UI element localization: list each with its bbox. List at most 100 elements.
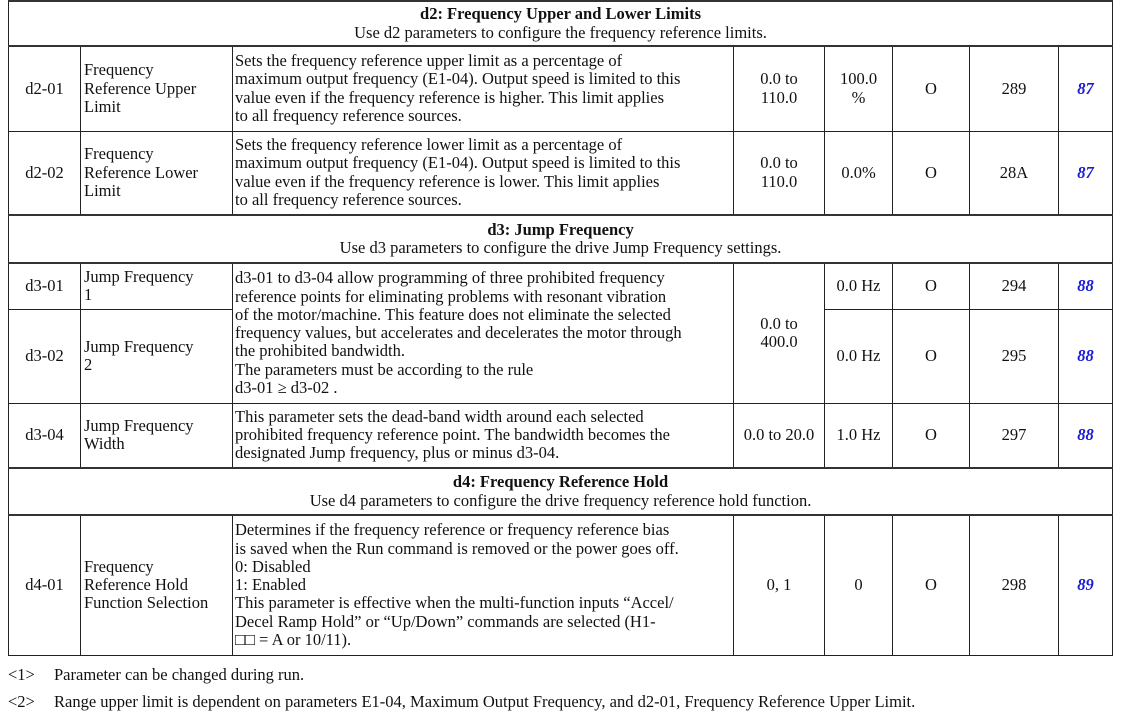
- parameter-description: Sets the frequency reference lower limit…: [232, 130, 734, 216]
- parameter-description: d3-01 to d3-04 allow programming of thre…: [232, 262, 734, 404]
- default-line: 100.0: [839, 69, 878, 89]
- table-row: d2-01 Frequency Reference Upper Limit Sets t…: [8, 45, 1114, 132]
- change-during-run: O: [892, 402, 970, 469]
- description-line: of the motor/machine. This feature does …: [235, 304, 671, 324]
- parameter-name: Frequency Reference Lower Limit: [80, 130, 233, 216]
- page-cell: 89: [1057, 514, 1114, 656]
- parameter-name: Frequency Reference Upper Limit: [80, 45, 233, 132]
- description-line: Sets the frequency reference upper limit…: [235, 51, 623, 71]
- name-line: Jump Frequency: [84, 415, 194, 435]
- section-header: d3: Jump Frequency Use d3 parameters to c…: [7, 214, 1114, 264]
- parameter-description: Determines if the frequency reference or…: [232, 514, 734, 656]
- page-link[interactable]: 88: [1077, 425, 1094, 445]
- page-cell: 88: [1057, 262, 1114, 310]
- description-line: Decel Ramp Hold” or “Up/Down” commands a…: [235, 611, 656, 631]
- page-link[interactable]: 87: [1077, 162, 1094, 182]
- setting-range: 0.0 to 20.0: [733, 402, 825, 469]
- footnote-tag: <1>: [8, 665, 35, 684]
- table-row: d3-04 Jump Frequency Width This parameter s…: [8, 402, 1114, 469]
- modbus-address: 28A: [969, 130, 1059, 216]
- footnote-text: Parameter can be changed during run.: [54, 665, 305, 684]
- section-header-cell: d2: Frequency Upper and Lower Limits Use …: [7, 0, 1114, 47]
- name-line: Reference Upper: [84, 78, 197, 98]
- parameter-description: Sets the frequency reference upper limit…: [232, 45, 734, 132]
- name-line: Jump Frequency: [84, 266, 194, 286]
- table-row: d3-01 Jump Frequency 1 d3-01 to d3-04 allow…: [8, 262, 1114, 404]
- description-line: to all frequency reference sources.: [235, 106, 462, 126]
- default-line: 0.0%: [841, 162, 876, 182]
- name-line: Jump Frequency: [84, 336, 194, 356]
- change-during-run: O: [892, 262, 970, 310]
- setting-range: 0.0 to 110.0: [733, 45, 825, 132]
- name-line: Width: [84, 434, 125, 454]
- parameter-description: This parameter sets the dead-band width …: [232, 402, 734, 469]
- description-line: reference points for eliminating problem…: [235, 286, 667, 306]
- page-cell: 87: [1057, 130, 1114, 216]
- description-line: This parameter is effective when the mul…: [235, 593, 674, 613]
- parameter-table: d2: Frequency Upper and Lower Limits Use …: [7, 0, 1114, 656]
- default-value: 0: [824, 514, 893, 656]
- description-line: This parameter sets the dead-band width …: [235, 406, 644, 426]
- footnote-tag: <2>: [8, 692, 35, 711]
- section-title: d4: Frequency Reference Hold: [452, 472, 669, 492]
- parameter-number: d2-02: [8, 130, 81, 216]
- change-during-run: O: [892, 514, 970, 656]
- description-line: Sets the frequency reference lower limit…: [235, 135, 623, 155]
- parameter-number: d3-01: [8, 262, 81, 310]
- parameter-name: Jump Frequency 1: [80, 262, 233, 310]
- range-line: 0, 1: [766, 575, 792, 595]
- page-link[interactable]: 89: [1077, 575, 1094, 595]
- description-line: value even if the frequency reference is…: [235, 171, 660, 191]
- change-during-run: O: [892, 45, 970, 132]
- name-line: Limit: [84, 96, 121, 116]
- default-line: 0.0 Hz: [836, 345, 881, 365]
- footnote-1: <1> Parameter can be changed during run.: [8, 665, 304, 685]
- parameter-number: d4-01: [8, 514, 81, 656]
- parameter-number: d3-04: [8, 402, 81, 469]
- page-link[interactable]: 87: [1077, 78, 1094, 98]
- parameter-number: d2-01: [8, 45, 81, 132]
- section-header-cell: d3: Jump Frequency Use d3 parameters to c…: [7, 214, 1114, 264]
- section-header-cell: d4: Frequency Reference Hold Use d4 param…: [7, 467, 1114, 516]
- modbus-address: 298: [969, 514, 1059, 656]
- range-line: 400.0: [760, 332, 798, 352]
- range-line: 0.0 to: [760, 69, 798, 89]
- modbus-address: 294: [969, 262, 1059, 310]
- name-line: 1: [84, 285, 93, 305]
- default-value: 1.0 Hz: [824, 402, 893, 469]
- range-line: 0.0 to 20.0: [743, 425, 815, 445]
- table-row: d4-01 Frequency Reference Hold Function Sel…: [8, 514, 1114, 656]
- parameter-name: Frequency Reference Hold Function Selectio…: [80, 514, 233, 656]
- modbus-address: 297: [969, 402, 1059, 469]
- parameter-name: Jump Frequency Width: [80, 402, 233, 469]
- name-line: Limit: [84, 180, 121, 200]
- default-line: 0: [854, 575, 863, 595]
- default-line: 0.0 Hz: [836, 276, 881, 296]
- section-subtitle: Use d2 parameters to configure the frequ…: [354, 22, 767, 42]
- description-line: value even if the frequency reference is…: [235, 87, 664, 107]
- description-line: d3-01 ≥ d3-02 .: [235, 377, 338, 397]
- section-title: d2: Frequency Upper and Lower Limits: [420, 4, 701, 24]
- default-value: 0.0%: [824, 130, 893, 216]
- default-value: 0.0 Hz: [824, 308, 893, 404]
- modbus-address: 295: [969, 308, 1059, 404]
- name-line: Frequency: [84, 60, 154, 80]
- description-line: designated Jump frequency, plus or minus…: [235, 443, 560, 463]
- name-line: 2: [84, 355, 93, 374]
- page-link[interactable]: 88: [1077, 276, 1094, 296]
- page-link[interactable]: 88: [1077, 345, 1094, 365]
- page-cell: 87: [1057, 45, 1114, 132]
- section-header: d4: Frequency Reference Hold Use d4 param…: [7, 467, 1114, 516]
- description-line: Determines if the frequency reference or…: [235, 520, 670, 540]
- range-line: 110.0: [760, 171, 798, 191]
- setting-range: 0, 1: [733, 514, 825, 656]
- page-cell: 88: [1057, 308, 1114, 404]
- table-row: d2-02 Frequency Reference Lower Limit Sets t…: [8, 130, 1114, 216]
- description-line: to all frequency reference sources.: [235, 190, 462, 210]
- range-line: 110.0: [760, 87, 798, 107]
- description-line: 1: Enabled: [235, 575, 307, 595]
- footnote-text: Range upper limit is dependent on parame…: [54, 692, 916, 711]
- description-line: maximum output frequency (E1-04). Output…: [235, 153, 681, 173]
- name-line: Function Selection: [84, 593, 209, 613]
- name-line: Frequency: [84, 144, 154, 164]
